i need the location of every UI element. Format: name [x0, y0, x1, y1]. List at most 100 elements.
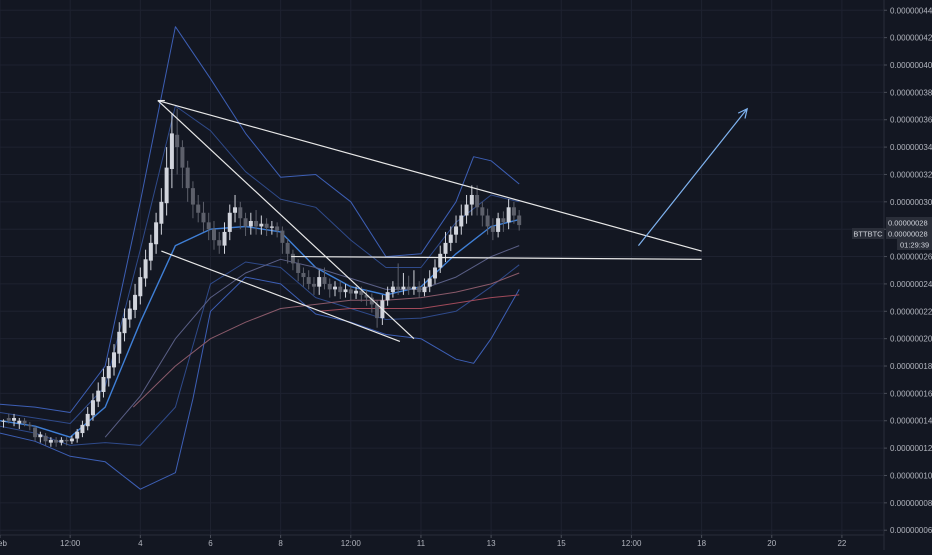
candle-body [317, 277, 322, 287]
candle-body [248, 220, 253, 227]
candle-body [201, 212, 206, 223]
time-tick-label: 13 [487, 539, 496, 548]
candle-body [54, 439, 59, 443]
horizontal-support-line[interactable] [291, 255, 702, 260]
candle-body [211, 229, 216, 241]
bollinger-inner-lower-line [0, 261, 520, 446]
candle-body [117, 331, 122, 354]
candle-body [301, 272, 306, 278]
candle-body [38, 434, 43, 438]
candle-body [417, 286, 422, 293]
candle-body [427, 278, 432, 287]
candle-body [238, 207, 243, 219]
candle-body [490, 226, 495, 232]
candle-body [1, 420, 6, 422]
candle-body [296, 263, 301, 273]
price-tick-label: 0.00000042 [890, 34, 932, 43]
price-tick-label: 0.00000020 [890, 335, 932, 344]
price-tick-label: 0.00000010 [890, 471, 932, 480]
candle-body [143, 259, 148, 279]
indicator-lines [0, 26, 520, 490]
price-tick-label: 0.00000022 [890, 307, 932, 316]
candle-body [480, 207, 485, 216]
candle-body [64, 439, 69, 442]
candle-body [369, 297, 374, 305]
candle-body [275, 226, 280, 231]
candles [1, 108, 522, 447]
price-tick-label: 0.00000038 [890, 88, 932, 97]
candle-body [85, 413, 90, 427]
candle-body [432, 267, 437, 279]
candle-body [164, 167, 169, 204]
candle-body [6, 418, 11, 421]
candle-body [496, 218, 501, 232]
candle-body [401, 286, 406, 290]
candle-body [438, 253, 443, 268]
candle-body [506, 207, 511, 223]
candle-body [459, 215, 464, 227]
candle-body [75, 431, 80, 439]
bollinger-inner-upper-line [0, 105, 520, 424]
projection-arrow-line[interactable] [637, 108, 748, 246]
time-tick-label: 12:00 [341, 539, 362, 548]
time-tick-label: 11 [417, 539, 426, 548]
time-tick-label: 12:00 [621, 539, 642, 548]
candle-body [169, 133, 174, 169]
price-tick-label: 0.00000016 [890, 389, 932, 398]
candle-body [290, 253, 295, 264]
candle-body [511, 207, 516, 216]
bid-price-tag: 0.00000028 [886, 228, 932, 239]
candle-body [43, 435, 48, 442]
candle-body [454, 226, 459, 235]
price-tick-label: 0.00000024 [890, 280, 932, 289]
price-tick-label: 0.00000012 [890, 444, 932, 453]
candle-body [264, 223, 269, 228]
candle-body [22, 420, 27, 424]
last-price-label: 0.00000028 [888, 219, 928, 228]
ma-slow-line [132, 272, 520, 408]
candle-body [180, 147, 185, 168]
time-tick-label: Feb [0, 539, 7, 548]
time-tick-label: 18 [697, 539, 706, 548]
time-axis[interactable]: Feb 12:00 4 6 8 12:00 11 13 15 12:00 18 20 22 [0, 535, 847, 548]
candle-body [227, 212, 232, 232]
candle-body [106, 366, 111, 379]
time-tick-label: 15 [557, 539, 566, 548]
countdown-tag: 01:29:39 [897, 239, 932, 250]
candle-body [469, 194, 474, 205]
time-tick-label: 22 [837, 539, 846, 548]
candle-body [448, 234, 453, 243]
price-tick-label: 0.00000034 [890, 143, 932, 152]
wedge-lower-line[interactable] [161, 250, 401, 342]
candle-body [311, 283, 316, 287]
candle-body [322, 277, 327, 284]
candle-body [127, 308, 132, 320]
candle-body [122, 318, 127, 334]
candle-body [280, 230, 285, 243]
candle-body [196, 204, 201, 213]
wedge-upper-line[interactable] [157, 100, 415, 340]
candle-body [159, 201, 164, 224]
symbol-label: BTTBTC [853, 230, 883, 239]
candle-body [464, 204, 469, 216]
candle-body [175, 134, 180, 148]
candle-body [269, 226, 274, 228]
projection-arrow-head [737, 107, 749, 119]
time-tick-label: 8 [278, 539, 283, 548]
candle-body [485, 215, 490, 227]
candle-body [343, 289, 348, 293]
time-tick-label: 12:00 [60, 539, 81, 548]
price-tick-label: 0.00000006 [890, 526, 932, 535]
upper-triangle-line[interactable] [157, 99, 702, 252]
time-tick-label: 20 [767, 539, 776, 548]
candle-body [80, 424, 85, 434]
candle-body [406, 286, 411, 290]
price-tick-label: 0.00000018 [890, 362, 932, 371]
candle-body [243, 218, 248, 227]
candle-body [443, 242, 448, 254]
candle-body [12, 418, 17, 421]
price-tick-label: 0.00000040 [890, 61, 932, 70]
